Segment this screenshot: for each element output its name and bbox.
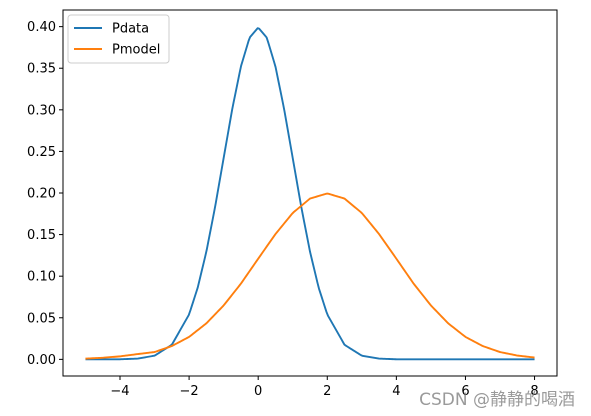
x-tick-label: −2 xyxy=(180,384,199,399)
y-tick-label: 0.25 xyxy=(27,145,56,160)
series-line-pmodel xyxy=(85,192,535,360)
series-lines xyxy=(85,27,535,361)
y-axis: 0.00 0.05 0.10 0.15 0.20 0.25 0.30 0.35 0.40 xyxy=(27,20,63,368)
legend-box xyxy=(67,14,170,64)
y-tick-label: 0.10 xyxy=(27,270,56,285)
legend: Pdata Pmodel xyxy=(67,14,170,64)
y-tick-label: 0.05 xyxy=(27,311,56,326)
y-tick-label: 0.40 xyxy=(27,20,56,35)
legend-label-pmodel: Pmodel xyxy=(112,43,160,58)
legend-label-pdata: Pdata xyxy=(112,22,149,37)
x-tick-label: 4 xyxy=(392,384,400,399)
x-tick-label: 8 xyxy=(530,384,538,399)
y-tick-label: 0.30 xyxy=(27,103,56,118)
watermark: CSDN @静静的喝酒 xyxy=(419,390,575,410)
y-tick-label: 0.20 xyxy=(27,187,56,202)
x-tick-label: −4 xyxy=(110,384,129,399)
x-tick-label: 6 xyxy=(461,384,469,399)
y-tick-label: 0.15 xyxy=(27,228,56,243)
series-line-pdata xyxy=(85,27,535,361)
y-tick-label: 0.00 xyxy=(27,353,56,368)
plot-area xyxy=(62,9,558,377)
y-tick-label: 0.35 xyxy=(27,62,56,77)
x-tick-label: 0 xyxy=(254,384,262,399)
x-tick-label: 2 xyxy=(323,384,331,399)
x-axis: −4 −2 0 2 4 6 8 xyxy=(110,376,539,399)
